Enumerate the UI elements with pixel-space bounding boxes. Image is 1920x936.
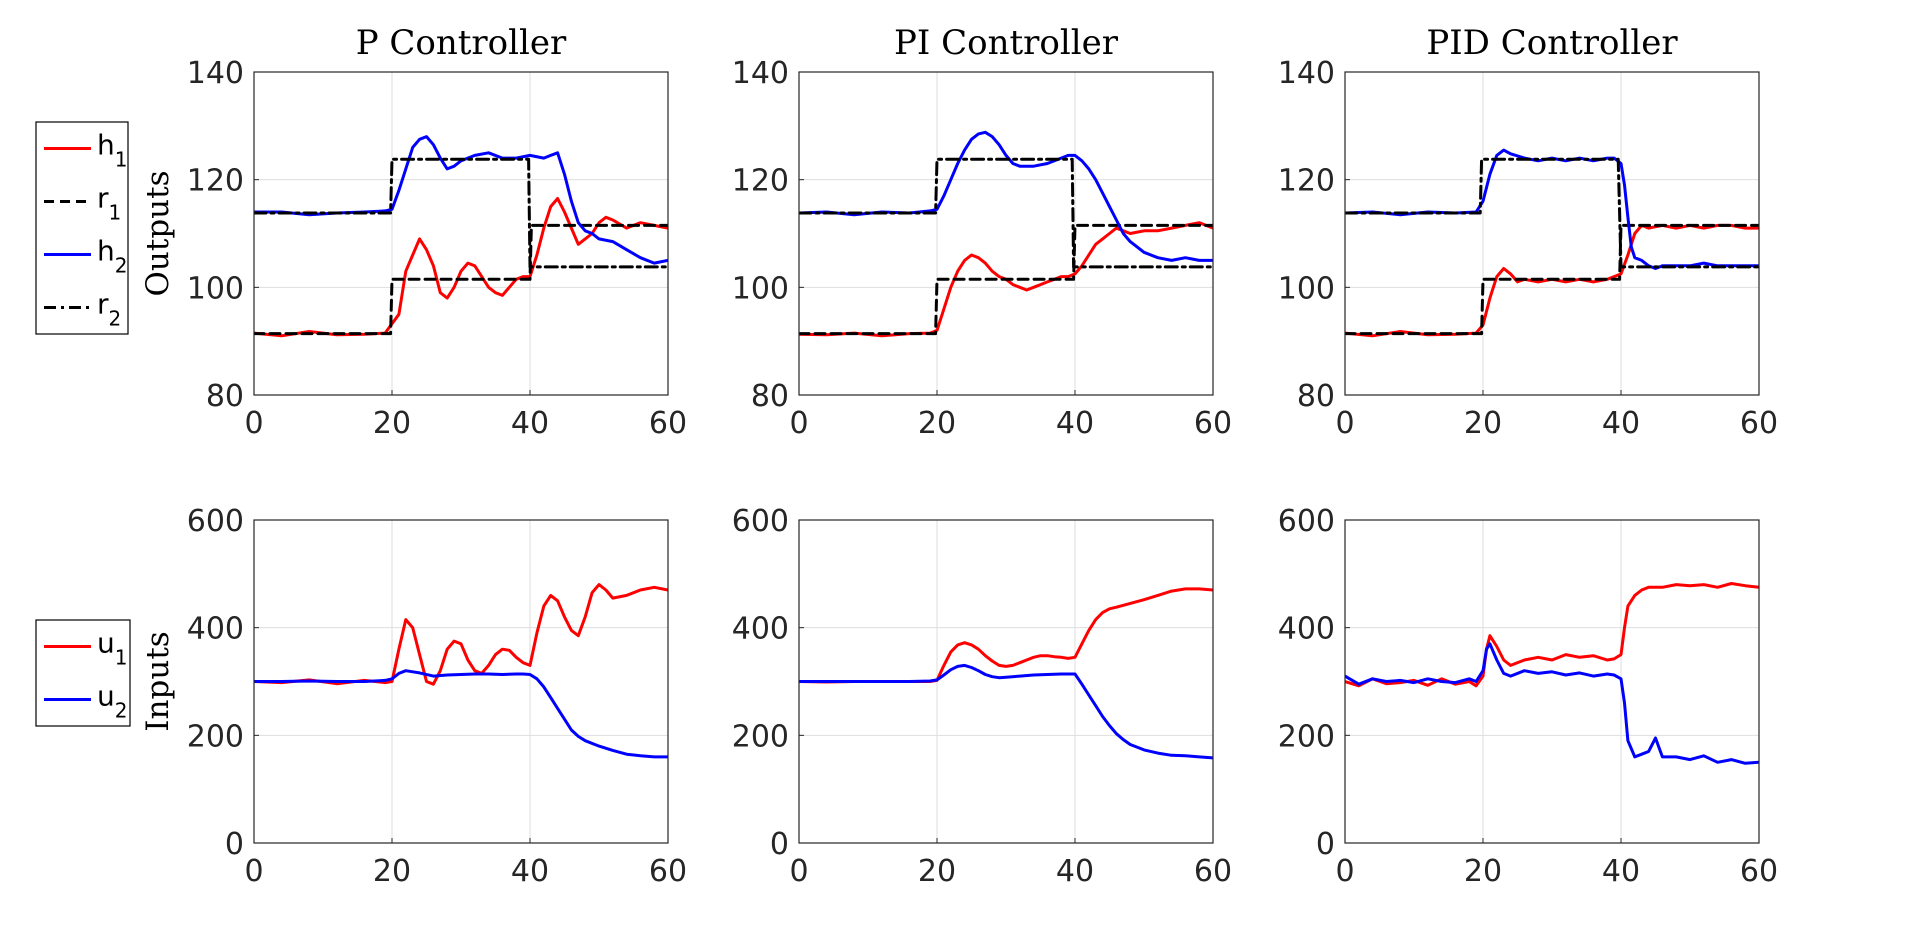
subplot-title: P Controller: [356, 23, 567, 63]
series-group: [799, 130, 1213, 338]
x-tick-label: 20: [1464, 406, 1502, 441]
x-tick-label: 0: [789, 406, 808, 441]
subplot-title: PID Controller: [1426, 23, 1678, 63]
x-tick-label: 20: [373, 406, 411, 441]
subplot-outputs-2: 0 20 40 60 80 100 120 140 PI Controller: [732, 23, 1232, 441]
y-tick-label: 80: [1297, 379, 1335, 414]
axes-box: [1344, 519, 1760, 844]
series-line-r1: [254, 223, 668, 336]
axes-box: [1344, 71, 1760, 396]
series-line-h1: [254, 197, 668, 338]
subplot-grid: 0 20 40 60 80 100 120 140 P Controller Outputs 0 20…: [140, 23, 1778, 889]
y-tick-label: 400: [1278, 612, 1335, 647]
subplot-outputs-1: 0 20 40 60 80 100 120 140 P Controller Outputs: [140, 23, 687, 441]
series-line-u1: [254, 583, 668, 686]
x-tick-label: 40: [1056, 854, 1094, 889]
series-group: [1345, 582, 1759, 765]
y-tick-label: 100: [732, 271, 789, 306]
y-tick-label: 200: [1278, 719, 1335, 754]
x-tick-label: 40: [1602, 406, 1640, 441]
series-line-u2: [1345, 642, 1759, 765]
axes-box: [798, 71, 1214, 396]
x-tick-label: 60: [1194, 854, 1232, 889]
series-group: [254, 135, 668, 338]
y-tick-label: 120: [187, 164, 244, 199]
series-line-u1: [1345, 582, 1759, 688]
series-group: [254, 583, 668, 759]
series-line-r1: [1345, 223, 1759, 336]
x-tick-label: 20: [918, 406, 956, 441]
y-tick-label: 0: [225, 827, 244, 862]
y-tick-label: 120: [1278, 164, 1335, 199]
legend-box: [35, 121, 129, 335]
x-tick-label: 20: [1464, 854, 1502, 889]
x-tick-label: 60: [1740, 406, 1778, 441]
axes-box: [253, 519, 669, 844]
x-tick-label: 0: [244, 406, 263, 441]
x-tick-label: 20: [373, 854, 411, 889]
series-line-h2: [799, 130, 1213, 262]
y-tick-label: 120: [732, 164, 789, 199]
y-tick-label: 200: [732, 719, 789, 754]
series-group: [1345, 148, 1759, 338]
y-tick-label: 600: [187, 504, 244, 539]
y-axis-label: Outputs: [140, 170, 176, 296]
y-tick-label: 0: [770, 827, 789, 862]
series-line-r2: [254, 157, 668, 269]
series-line-h2: [1345, 148, 1759, 270]
x-tick-label: 0: [1335, 854, 1354, 889]
series-line-u2: [254, 669, 668, 759]
x-tick-label: 0: [789, 854, 808, 889]
series-line-r2: [799, 157, 1213, 269]
x-tick-label: 60: [1740, 854, 1778, 889]
series-line-u2: [799, 663, 1213, 760]
y-tick-label: 400: [187, 612, 244, 647]
y-tick-label: 100: [1278, 271, 1335, 306]
x-tick-label: 0: [1335, 406, 1354, 441]
series-line-h2: [254, 135, 668, 265]
y-tick-label: 100: [187, 271, 244, 306]
axes-box: [798, 519, 1214, 844]
y-tick-label: 600: [1278, 504, 1335, 539]
y-tick-label: 140: [187, 56, 244, 91]
series-line-h1: [799, 221, 1213, 338]
y-tick-label: 80: [751, 379, 789, 414]
x-tick-label: 20: [918, 854, 956, 889]
x-tick-label: 40: [511, 406, 549, 441]
series-line-r1: [799, 223, 1213, 336]
y-axis-label: Inputs: [140, 631, 176, 731]
subplot-title: PI Controller: [894, 23, 1119, 63]
legend-box: [35, 619, 131, 727]
y-tick-label: 140: [1278, 56, 1335, 91]
subplot-outputs-3: 0 20 40 60 80 100 120 140 PID Controller: [1278, 23, 1778, 441]
x-tick-label: 60: [1194, 406, 1232, 441]
x-tick-label: 0: [244, 854, 263, 889]
y-tick-label: 0: [1316, 827, 1335, 862]
x-tick-label: 40: [1056, 406, 1094, 441]
x-tick-label: 60: [649, 854, 687, 889]
series-group: [799, 587, 1213, 760]
axes-box: [253, 71, 669, 396]
y-tick-label: 140: [732, 56, 789, 91]
series-line-u1: [799, 587, 1213, 684]
y-tick-label: 200: [187, 719, 244, 754]
x-tick-label: 40: [511, 854, 549, 889]
x-tick-label: 40: [1602, 854, 1640, 889]
y-tick-label: 600: [732, 504, 789, 539]
series-line-r2: [1345, 157, 1759, 269]
y-tick-label: 80: [206, 379, 244, 414]
y-tick-label: 400: [732, 612, 789, 647]
x-tick-label: 60: [649, 406, 687, 441]
